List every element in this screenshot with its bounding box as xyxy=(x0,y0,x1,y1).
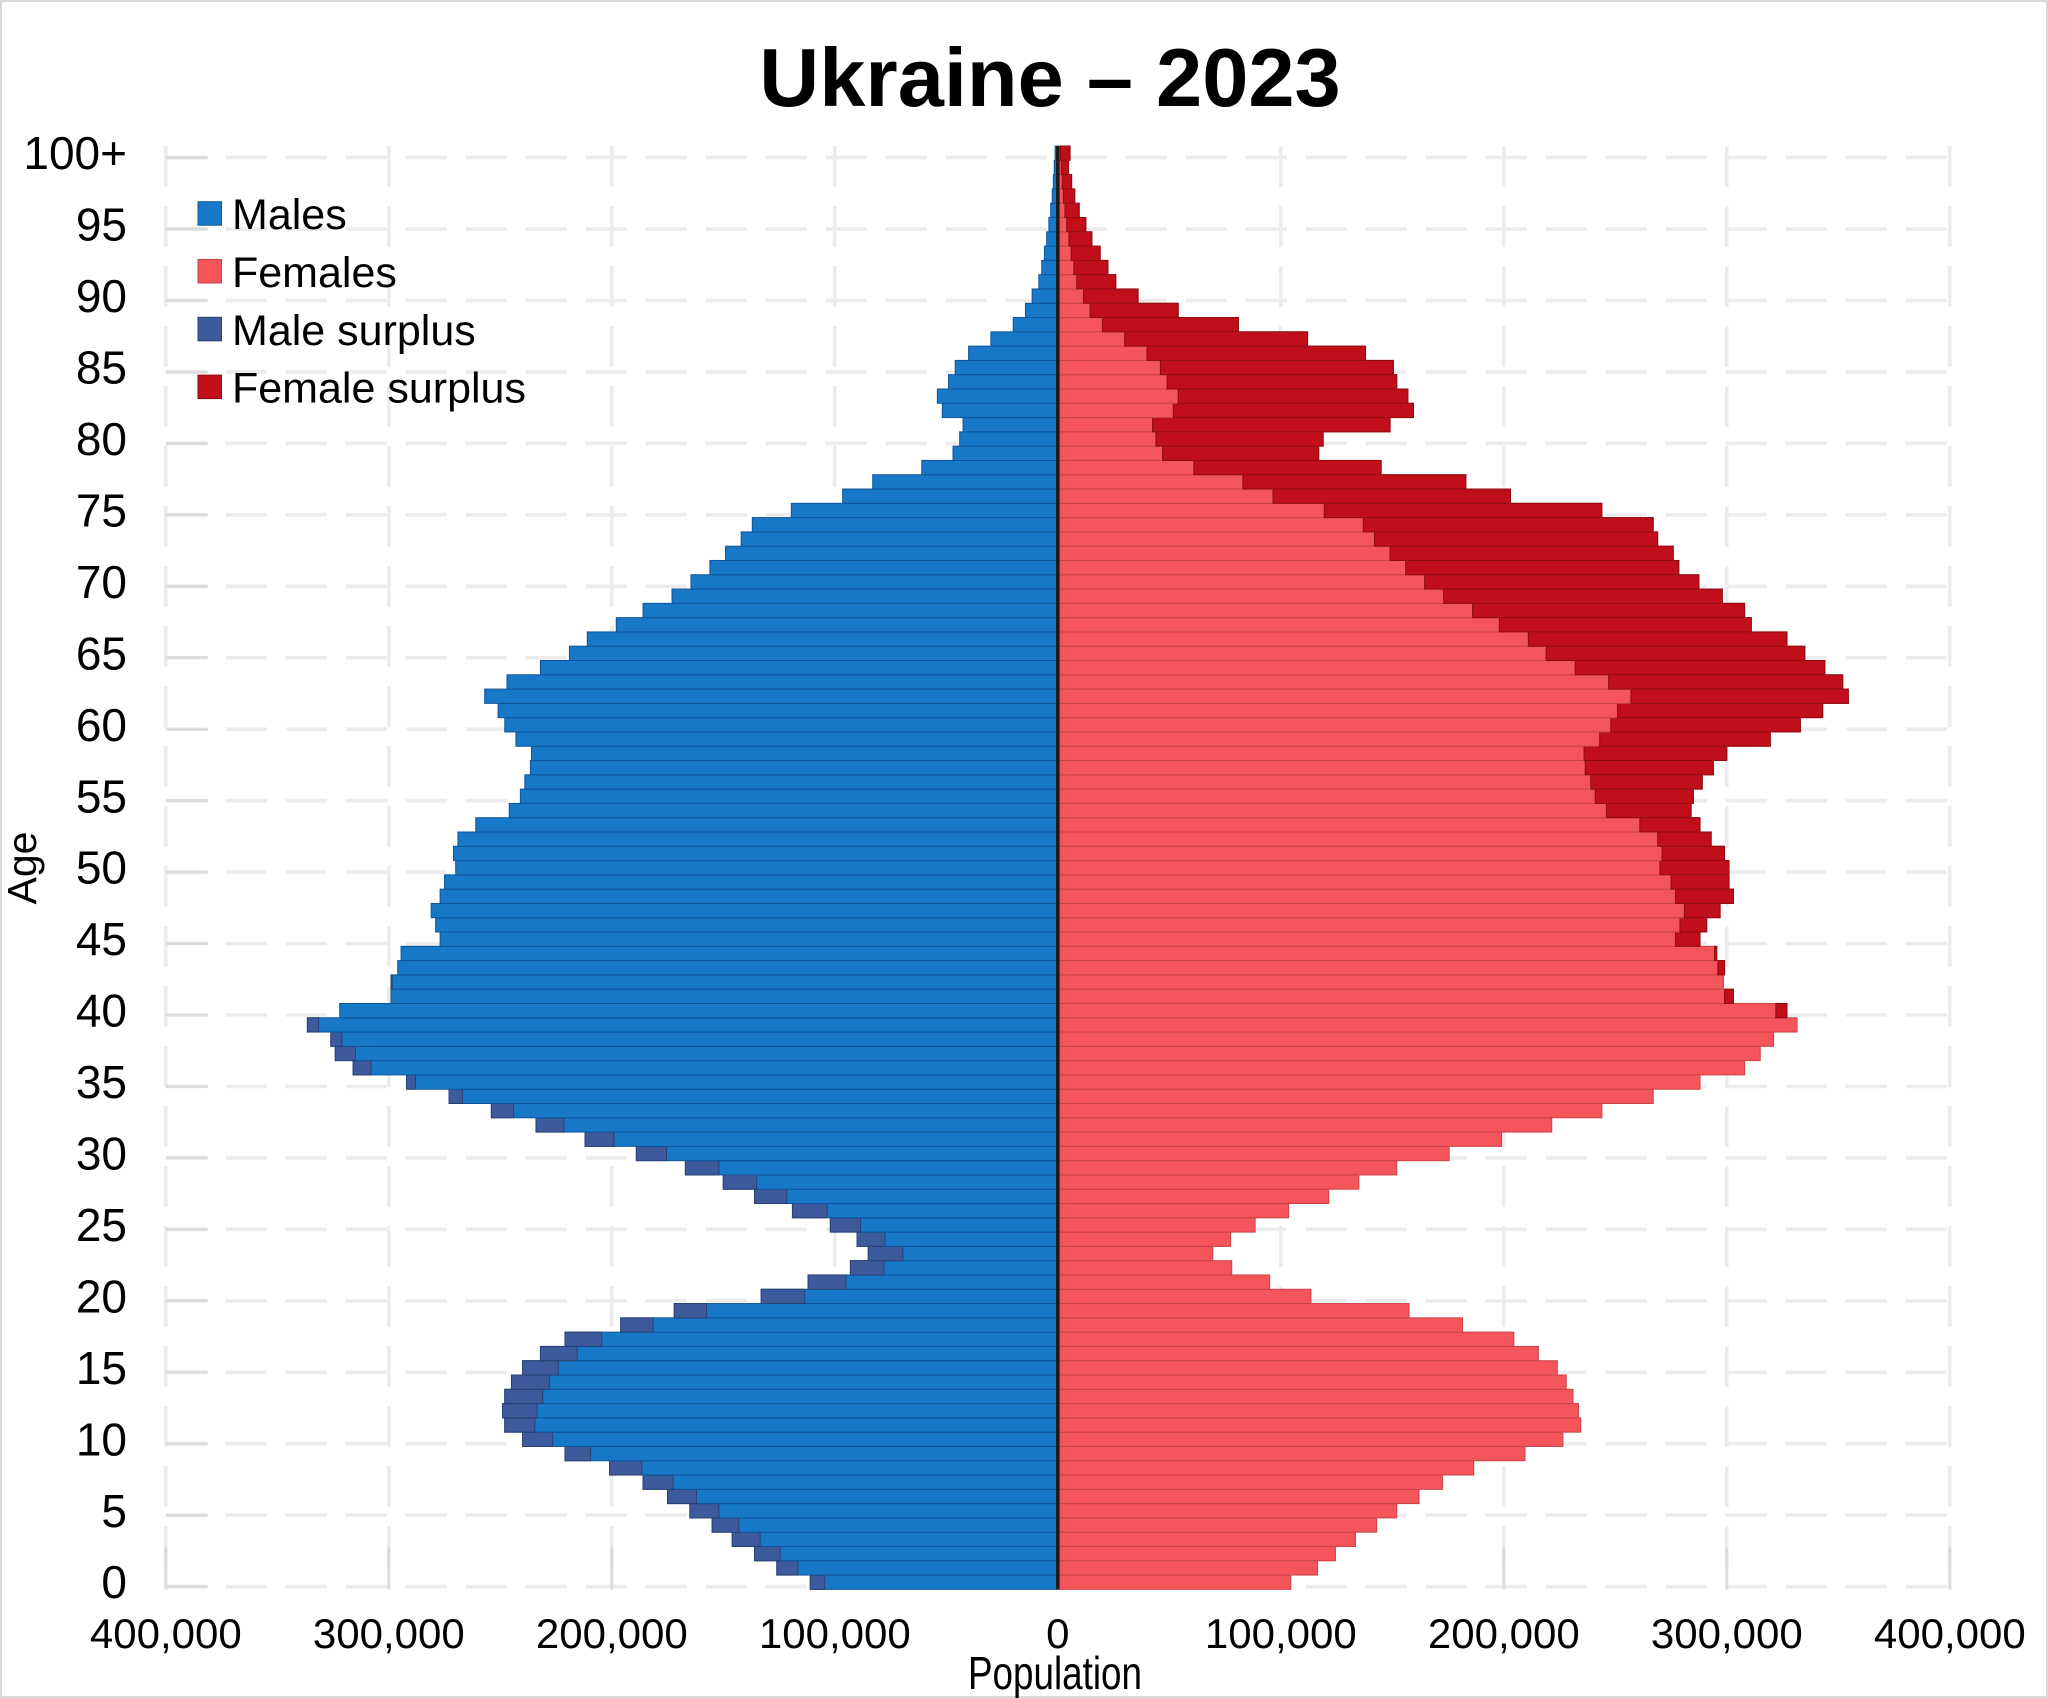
svg-text:15: 15 xyxy=(76,1342,127,1394)
svg-text:100,000: 100,000 xyxy=(1205,1610,1357,1657)
svg-text:Females: Females xyxy=(232,249,397,297)
svg-text:30: 30 xyxy=(76,1128,127,1180)
svg-text:0: 0 xyxy=(1046,1610,1069,1657)
svg-text:95: 95 xyxy=(76,199,127,251)
svg-text:Age: Age xyxy=(0,832,45,905)
svg-text:Male surplus: Male surplus xyxy=(232,307,476,355)
svg-text:20: 20 xyxy=(76,1270,127,1322)
svg-text:70: 70 xyxy=(76,556,127,608)
svg-text:100+: 100+ xyxy=(23,127,127,179)
svg-text:100,000: 100,000 xyxy=(759,1610,911,1657)
svg-text:75: 75 xyxy=(76,484,127,536)
svg-text:400,000: 400,000 xyxy=(90,1610,242,1657)
svg-text:200,000: 200,000 xyxy=(536,1610,688,1657)
svg-text:Males: Males xyxy=(232,191,347,239)
svg-text:300,000: 300,000 xyxy=(313,1610,465,1657)
svg-text:5: 5 xyxy=(101,1485,127,1537)
svg-text:50: 50 xyxy=(76,842,127,894)
svg-text:400,000: 400,000 xyxy=(1874,1610,2026,1657)
svg-text:25: 25 xyxy=(76,1199,127,1251)
svg-text:40: 40 xyxy=(76,985,127,1037)
svg-text:0: 0 xyxy=(101,1556,127,1608)
svg-text:300,000: 300,000 xyxy=(1651,1610,1803,1657)
svg-text:65: 65 xyxy=(76,627,127,679)
svg-text:85: 85 xyxy=(76,342,127,394)
svg-text:Population: Population xyxy=(968,1647,1142,1698)
svg-text:45: 45 xyxy=(76,913,127,965)
svg-text:35: 35 xyxy=(76,1056,127,1108)
svg-text:55: 55 xyxy=(76,770,127,822)
svg-text:Ukraine – 2023: Ukraine – 2023 xyxy=(759,31,1340,124)
svg-text:90: 90 xyxy=(76,270,127,322)
svg-text:80: 80 xyxy=(76,413,127,465)
svg-text:60: 60 xyxy=(76,699,127,751)
svg-text:10: 10 xyxy=(76,1413,127,1465)
svg-text:Female surplus: Female surplus xyxy=(232,365,526,413)
svg-text:200,000: 200,000 xyxy=(1428,1610,1580,1657)
